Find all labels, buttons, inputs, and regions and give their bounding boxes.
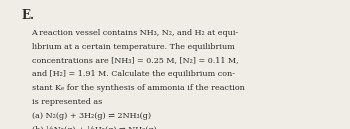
Text: A reaction vessel contains NH₃, N₂, and H₂ at equi-: A reaction vessel contains NH₃, N₂, and …	[32, 29, 239, 37]
Text: (b) ½N₂(g) + ½H₂(g) ⇌ NH₃(g): (b) ½N₂(g) + ½H₂(g) ⇌ NH₃(g)	[32, 126, 156, 129]
Text: is represented as: is represented as	[32, 98, 102, 106]
Text: librium at a certain temperature. The equilibrium: librium at a certain temperature. The eq…	[32, 43, 235, 51]
Text: and [H₂] = 1.91 M. Calculate the equilibrium con-: and [H₂] = 1.91 M. Calculate the equilib…	[32, 70, 235, 78]
Text: (a) N₂(g) + 3H₂(g) ⇌ 2NH₃(g): (a) N₂(g) + 3H₂(g) ⇌ 2NH₃(g)	[32, 112, 150, 120]
Text: E.: E.	[21, 9, 34, 22]
Text: stant Kₑ for the synthesis of ammonia if the reaction: stant Kₑ for the synthesis of ammonia if…	[32, 84, 244, 92]
Text: concentrations are [NH₃] = 0.25 M, [N₂] = 0.11 M,: concentrations are [NH₃] = 0.25 M, [N₂] …	[32, 57, 238, 65]
